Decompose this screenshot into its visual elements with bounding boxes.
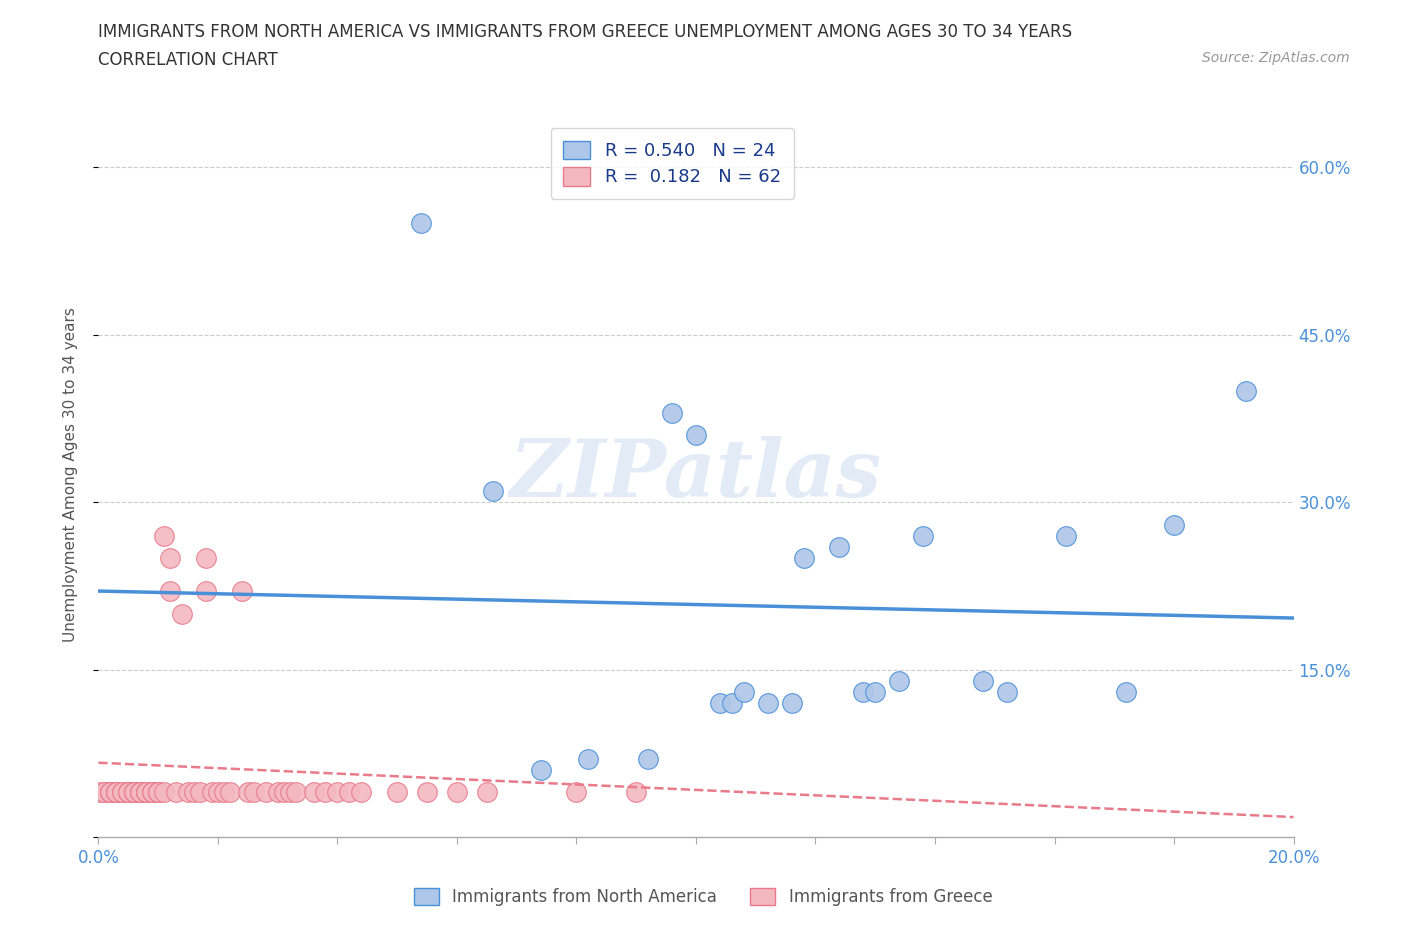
Point: [273, 785, 295, 800]
Legend: Immigrants from North America, Immigrants from Greece: Immigrants from North America, Immigrant…: [406, 881, 1000, 912]
Point: [153, 528, 176, 543]
Point: [177, 785, 200, 800]
Point: [475, 785, 498, 800]
Point: [302, 785, 325, 800]
Point: [685, 428, 707, 443]
Point: [135, 785, 157, 800]
Point: [188, 785, 211, 800]
Point: [141, 785, 163, 800]
Point: [124, 785, 146, 800]
Point: [117, 785, 139, 800]
Point: [124, 785, 146, 800]
Point: [165, 785, 187, 800]
Point: [159, 584, 181, 599]
Point: [124, 785, 146, 800]
Point: [1115, 684, 1137, 699]
Point: [889, 673, 911, 688]
Point: [159, 551, 181, 565]
Y-axis label: Unemployment Among Ages 30 to 34 years: Unemployment Among Ages 30 to 34 years: [63, 307, 77, 642]
Point: [141, 785, 163, 800]
Point: [111, 785, 134, 800]
Point: [148, 785, 170, 800]
Point: [135, 785, 157, 800]
Point: [172, 606, 194, 621]
Point: [93, 785, 115, 800]
Point: [339, 785, 360, 800]
Point: [661, 405, 683, 420]
Point: [852, 684, 875, 699]
Point: [278, 785, 301, 800]
Point: [733, 684, 755, 699]
Point: [411, 216, 433, 231]
Point: [117, 785, 139, 800]
Point: [105, 785, 128, 800]
Point: [709, 696, 731, 711]
Point: [87, 785, 110, 800]
Point: [565, 785, 588, 800]
Point: [350, 785, 373, 800]
Point: [315, 785, 337, 800]
Point: [207, 785, 229, 800]
Point: [201, 785, 224, 800]
Point: [912, 528, 935, 543]
Point: [231, 584, 253, 599]
Point: [100, 785, 122, 800]
Point: [1163, 517, 1185, 532]
Point: [756, 696, 779, 711]
Point: [195, 584, 218, 599]
Text: CORRELATION CHART: CORRELATION CHART: [98, 51, 278, 69]
Point: [1234, 383, 1257, 398]
Point: [135, 785, 157, 800]
Point: [626, 785, 648, 800]
Point: [236, 785, 259, 800]
Point: [780, 696, 803, 711]
Point: [995, 684, 1018, 699]
Point: [111, 785, 134, 800]
Point: [972, 673, 994, 688]
Legend: R = 0.540   N = 24, R =  0.182   N = 62: R = 0.540 N = 24, R = 0.182 N = 62: [551, 128, 793, 199]
Point: [721, 696, 744, 711]
Point: [254, 785, 277, 800]
Point: [105, 785, 128, 800]
Point: [212, 785, 235, 800]
Text: Source: ZipAtlas.com: Source: ZipAtlas.com: [1202, 51, 1350, 65]
Text: ZIPatlas: ZIPatlas: [510, 435, 882, 513]
Point: [129, 785, 152, 800]
Point: [385, 785, 409, 800]
Point: [100, 785, 122, 800]
Point: [828, 539, 851, 554]
Point: [117, 785, 139, 800]
Point: [148, 785, 170, 800]
Point: [93, 785, 115, 800]
Point: [637, 751, 659, 766]
Point: [1054, 528, 1078, 543]
Point: [219, 785, 242, 800]
Point: [148, 785, 170, 800]
Point: [529, 763, 551, 777]
Point: [183, 785, 205, 800]
Point: [865, 684, 887, 699]
Point: [129, 785, 152, 800]
Point: [284, 785, 307, 800]
Point: [267, 785, 290, 800]
Point: [793, 551, 815, 565]
Point: [153, 785, 176, 800]
Point: [578, 751, 600, 766]
Point: [100, 785, 122, 800]
Point: [195, 551, 218, 565]
Point: [446, 785, 468, 800]
Point: [326, 785, 349, 800]
Text: IMMIGRANTS FROM NORTH AMERICA VS IMMIGRANTS FROM GREECE UNEMPLOYMENT AMONG AGES : IMMIGRANTS FROM NORTH AMERICA VS IMMIGRA…: [98, 23, 1073, 41]
Point: [129, 785, 152, 800]
Point: [105, 785, 128, 800]
Point: [243, 785, 266, 800]
Point: [481, 484, 505, 498]
Point: [416, 785, 439, 800]
